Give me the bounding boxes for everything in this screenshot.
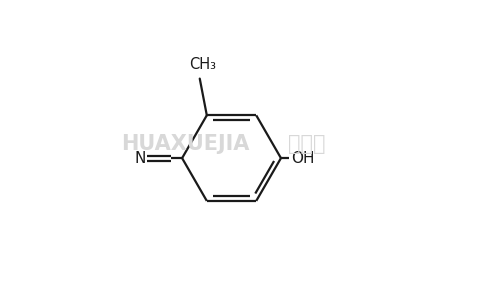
Text: OH: OH — [291, 151, 314, 166]
Text: N: N — [134, 151, 145, 166]
Text: HUAXUEJIA: HUAXUEJIA — [121, 134, 250, 154]
Text: CH₃: CH₃ — [189, 57, 216, 72]
Text: 化学加: 化学加 — [288, 134, 325, 154]
